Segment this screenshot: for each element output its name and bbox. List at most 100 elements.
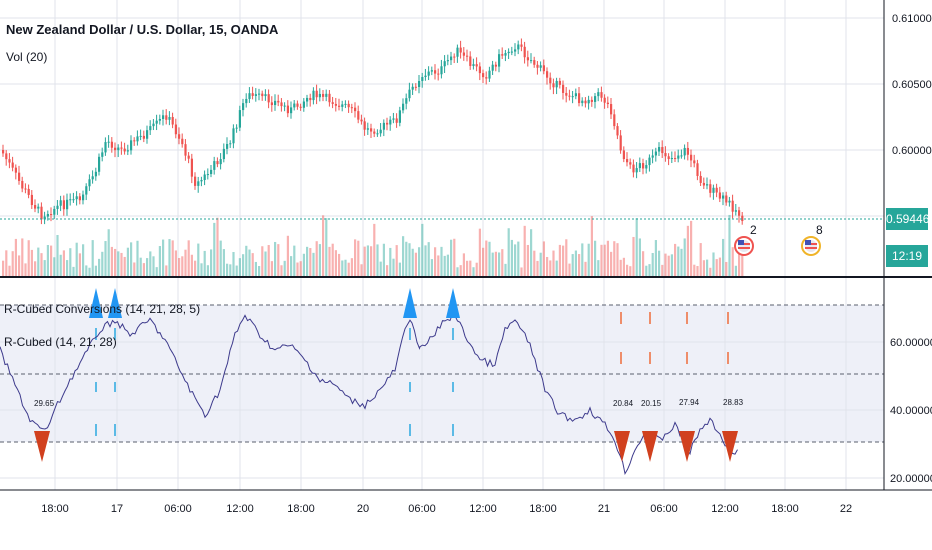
volume-bar bbox=[498, 252, 501, 276]
time-tick: 17 bbox=[111, 503, 123, 515]
candle-body bbox=[219, 159, 222, 165]
candle-body bbox=[578, 93, 581, 104]
volume-bar bbox=[110, 246, 113, 276]
volume-bar bbox=[325, 218, 328, 276]
candle-body bbox=[478, 66, 481, 74]
volume-bar bbox=[478, 228, 481, 276]
candle-body bbox=[693, 160, 696, 164]
volume-bar bbox=[379, 261, 382, 276]
volume-bars bbox=[2, 214, 744, 276]
candle-body bbox=[165, 115, 168, 120]
event-badge-1[interactable]: 2 bbox=[734, 223, 757, 256]
event-badge-2[interactable]: 8 bbox=[801, 223, 823, 256]
candle-body bbox=[117, 147, 120, 151]
volume-bar bbox=[382, 243, 385, 276]
volume-bar bbox=[261, 246, 264, 276]
candle-body bbox=[270, 102, 273, 106]
chart-title[interactable]: New Zealand Dollar / U.S. Dollar, 15, OA… bbox=[6, 22, 279, 37]
candle-body bbox=[661, 147, 664, 154]
volume-bar bbox=[302, 253, 305, 276]
candle-body bbox=[312, 90, 315, 101]
candle-body bbox=[5, 153, 8, 160]
volume-bar bbox=[296, 262, 299, 276]
signal-markers bbox=[34, 288, 738, 462]
volume-bar bbox=[309, 248, 312, 276]
candle-body bbox=[526, 57, 529, 61]
candle-body bbox=[581, 100, 584, 104]
candle-body bbox=[488, 70, 491, 79]
conversions-indicator-label[interactable]: R-Cubed Conversions (14, 21, 28, 5) bbox=[4, 302, 201, 316]
volume-bar bbox=[194, 260, 197, 276]
candle-body bbox=[395, 118, 398, 123]
price-axis[interactable]: 0.61000 0.60500 0.60000 bbox=[892, 13, 932, 157]
volume-bar bbox=[133, 262, 136, 276]
time-tick: 18:00 bbox=[41, 503, 69, 515]
candle-body bbox=[370, 128, 373, 132]
volume-bar bbox=[581, 243, 584, 276]
candle-body bbox=[94, 171, 97, 177]
candle-body bbox=[597, 92, 600, 97]
candle-body bbox=[363, 121, 366, 130]
candle-body bbox=[78, 196, 81, 201]
candle-body bbox=[146, 130, 149, 139]
candle-body bbox=[190, 158, 193, 177]
candle-body bbox=[674, 158, 677, 160]
volume-bar bbox=[683, 238, 686, 276]
sell-arrow-icon bbox=[34, 431, 50, 462]
candle-body bbox=[286, 105, 289, 114]
candle-body bbox=[715, 187, 718, 193]
candle-body bbox=[229, 143, 232, 145]
candle-body bbox=[235, 127, 238, 129]
volume-indicator-label[interactable]: Vol (20) bbox=[6, 50, 48, 64]
volume-bar bbox=[600, 244, 603, 276]
candle-body bbox=[245, 98, 248, 104]
time-axis[interactable]: 18:00 17 06:00 12:00 18:00 20 06:00 12:0… bbox=[41, 503, 852, 515]
volume-bar bbox=[658, 250, 661, 276]
candle-body bbox=[341, 104, 344, 107]
candle-body bbox=[418, 81, 421, 88]
candle-body bbox=[434, 70, 437, 74]
volume-bar bbox=[718, 257, 721, 276]
candle-body bbox=[734, 210, 737, 212]
volume-bar bbox=[357, 240, 360, 276]
candle-body bbox=[62, 200, 65, 210]
candle-body bbox=[610, 104, 613, 115]
volume-bar bbox=[203, 250, 206, 276]
candle-body bbox=[171, 117, 174, 125]
volume-bar bbox=[373, 223, 376, 276]
volume-bar bbox=[101, 251, 104, 276]
candle-body bbox=[565, 92, 568, 96]
volume-bar bbox=[171, 240, 174, 276]
volume-bar bbox=[232, 252, 235, 276]
volume-bar bbox=[635, 218, 638, 276]
volume-bar bbox=[680, 248, 683, 276]
price-tick: 0.60500 bbox=[892, 79, 932, 91]
volume-bar bbox=[546, 256, 549, 276]
volume-bar bbox=[152, 256, 155, 276]
volume-bar bbox=[341, 260, 344, 276]
candle-body bbox=[107, 141, 110, 143]
volume-bar bbox=[347, 262, 350, 276]
time-tick: 12:00 bbox=[469, 503, 497, 515]
volume-bar bbox=[728, 214, 731, 276]
us-flag-icon bbox=[738, 240, 750, 252]
volume-bar bbox=[299, 261, 302, 276]
indicator-axis[interactable]: 60.00000 40.00000 20.00000 bbox=[890, 337, 932, 485]
volume-bar bbox=[632, 236, 635, 276]
volume-bar bbox=[142, 263, 145, 276]
candle-body bbox=[664, 153, 667, 157]
candle-body bbox=[507, 51, 510, 54]
volume-bar bbox=[78, 253, 81, 276]
candle-body bbox=[2, 150, 5, 154]
candle-body bbox=[226, 143, 229, 149]
volume-bar bbox=[402, 236, 405, 276]
candle-body bbox=[280, 102, 283, 107]
volume-bar bbox=[181, 256, 184, 276]
volume-bar bbox=[8, 265, 11, 276]
volume-bar bbox=[434, 247, 437, 276]
volume-bar bbox=[645, 265, 648, 276]
rcubed-indicator-label[interactable]: R-Cubed (14, 21, 28) bbox=[4, 335, 117, 349]
volume-bar bbox=[283, 260, 286, 276]
candle-body bbox=[472, 64, 475, 66]
